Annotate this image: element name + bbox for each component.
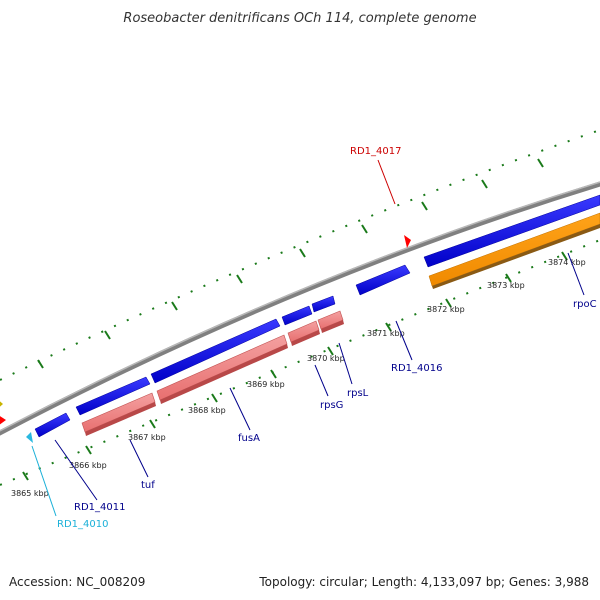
gene-labels: RD1_4010 RD1_4011 tuf fusA rpsG rpsL RD1… (57, 146, 597, 530)
kbp-label: 3870 kbp (307, 354, 345, 363)
gene-rpoC[interactable] (428, 212, 600, 287)
kbp-label: 3872 kbp (427, 305, 465, 314)
kbp-label: 3866 kbp (69, 461, 107, 470)
outer-dotted-track (0, 129, 600, 381)
gene-label-RD1_4016[interactable]: RD1_4016 (391, 363, 442, 374)
kbp-label: 3868 kbp (188, 406, 226, 415)
kbp-label: 3869 kbp (247, 380, 285, 389)
genome-backbone (0, 181, 600, 436)
reverse-genes (81, 310, 344, 436)
gene-RD1_4010[interactable] (26, 432, 33, 443)
gene-label-fusA[interactable]: fusA (238, 433, 260, 444)
kbp-label: 3867 kbp (128, 433, 166, 442)
inner-dotted-track (0, 239, 600, 486)
accession-text: Accession: NC_008209 (9, 575, 145, 589)
gene-rpoB-forward[interactable] (423, 194, 600, 268)
gene-tuf-forward[interactable] (75, 376, 151, 416)
kbp-labels: 3865 kbp 3866 kbp 3867 kbp 3868 kbp 3869… (11, 258, 586, 498)
gene-label-rpsG[interactable]: rpsG (320, 400, 343, 411)
outer-major-ticks (37, 158, 544, 369)
gene-label-rpsL[interactable]: rpsL (347, 388, 369, 399)
gene-label-leaders (31, 159, 585, 517)
genome-summary-text: Topology: circular; Length: 4,133,097 bp… (258, 575, 589, 589)
gene-label-RD1_4010[interactable]: RD1_4010 (57, 519, 108, 530)
gene-label-rpoC[interactable]: rpoC (573, 299, 597, 310)
kbp-label: 3873 kbp (487, 281, 525, 290)
gene-label-RD1_4011[interactable]: RD1_4011 (74, 502, 125, 513)
map-title: Roseobacter denitrificans OCh 114, compl… (123, 11, 476, 26)
gene-rpsG-forward[interactable] (281, 305, 313, 326)
inner-major-ticks (22, 251, 568, 481)
gene-RD1_4016[interactable] (355, 264, 411, 296)
kbp-label: 3874 kbp (548, 258, 586, 267)
kbp-label: 3871 kbp (367, 329, 405, 338)
forward-genes (34, 194, 600, 438)
gene-RD1_4011[interactable] (34, 412, 71, 438)
gene-left-yellow (0, 401, 3, 407)
gene-label-tuf[interactable]: tuf (141, 480, 155, 491)
kbp-label: 3865 kbp (11, 489, 49, 498)
gene-fusA-forward[interactable] (150, 318, 281, 384)
gene-RD1_4017[interactable] (404, 235, 411, 248)
gene-rpsL-forward[interactable] (311, 295, 336, 313)
gene-left-red[interactable] (0, 413, 6, 428)
gene-label-RD1_4017[interactable]: RD1_4017 (350, 146, 401, 157)
